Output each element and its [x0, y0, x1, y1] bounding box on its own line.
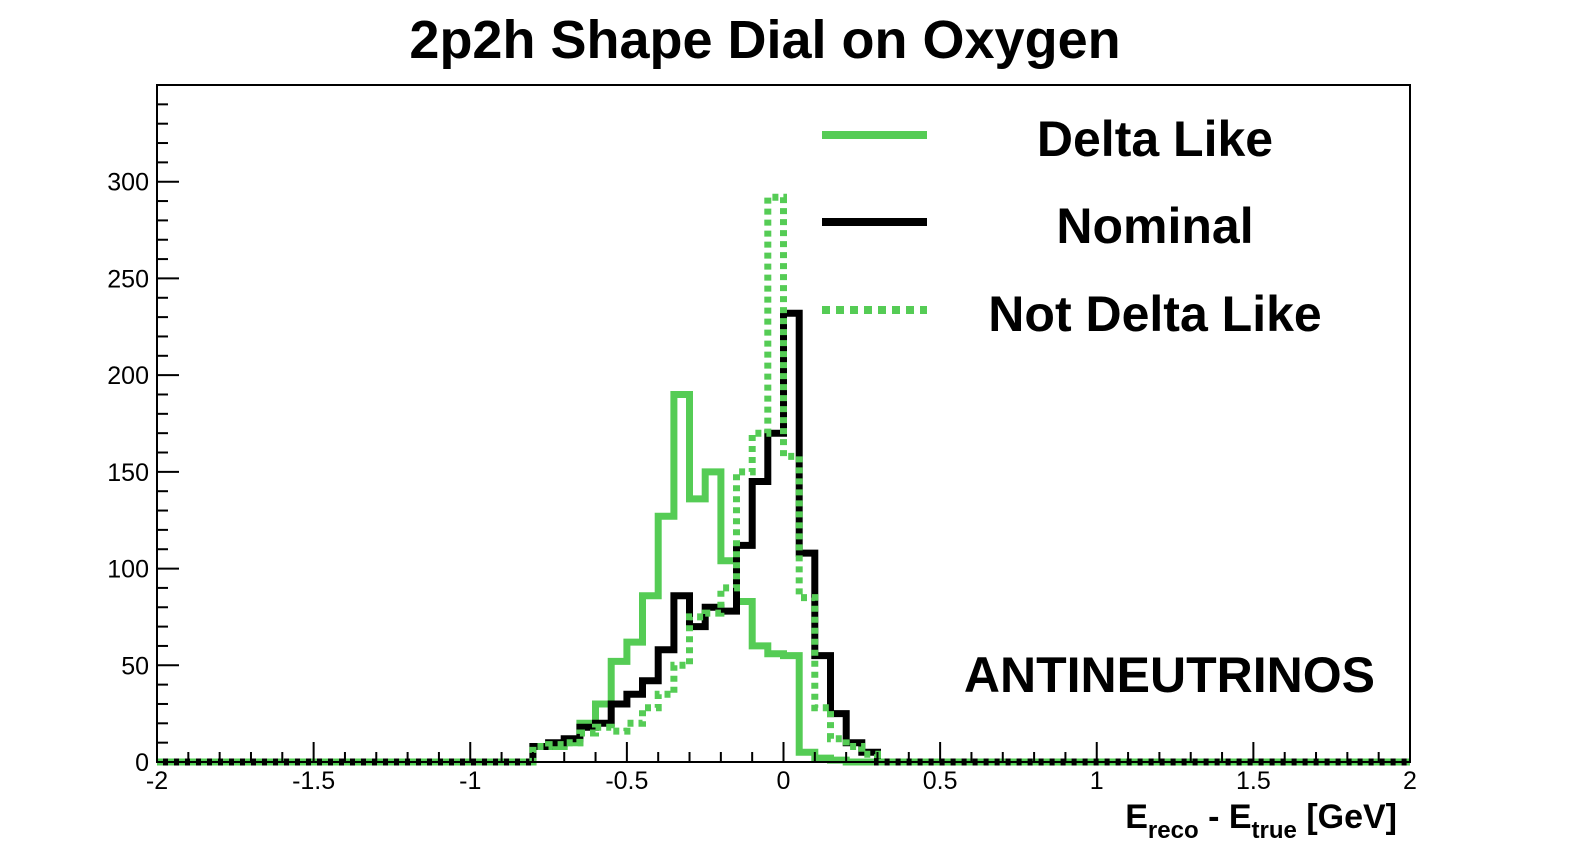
x-tick-label: 1 [1090, 767, 1104, 795]
y-tick-label: 50 [121, 652, 149, 680]
series-delta-like [157, 391, 1410, 766]
y-tick-label: 0 [135, 749, 149, 777]
x-tick-label: -1.5 [292, 767, 335, 795]
legend-label: Not Delta Like [988, 286, 1321, 342]
y-tick-label: 250 [107, 265, 149, 293]
series-nominal [157, 309, 1410, 766]
x-tick-label: 0.5 [923, 767, 958, 795]
legend-label: Nominal [1056, 198, 1253, 254]
x-tick-label: -2 [146, 767, 168, 795]
y-tick-label: 100 [107, 556, 149, 584]
antineutrinos-annotation: ANTINEUTRINOS [964, 647, 1375, 703]
x-tick-label: 0 [777, 767, 791, 795]
y-tick-label: 200 [107, 362, 149, 390]
x-tick-label: -0.5 [605, 767, 648, 795]
axis-ticks: -2 -1.5 -1 -0.5 0 0.5 1 1.5 2 0 50 100 150 200 250 300 [107, 103, 1417, 795]
legend-label: Delta Like [1037, 111, 1273, 167]
x-tick-label: 2 [1403, 767, 1417, 795]
y-tick-label: 150 [107, 459, 149, 487]
series-not-delta-like [157, 193, 1410, 766]
legend: Delta Like Nominal Not Delta Like [822, 111, 1322, 342]
chart-title: 2p2h Shape Dial on Oxygen [409, 10, 1120, 70]
x-tick-label: 1.5 [1236, 767, 1271, 795]
x-tick-label: -1 [459, 767, 481, 795]
x-axis-label: Ereco - Etrue [GeV] [1125, 798, 1397, 844]
y-tick-label: 300 [107, 169, 149, 197]
